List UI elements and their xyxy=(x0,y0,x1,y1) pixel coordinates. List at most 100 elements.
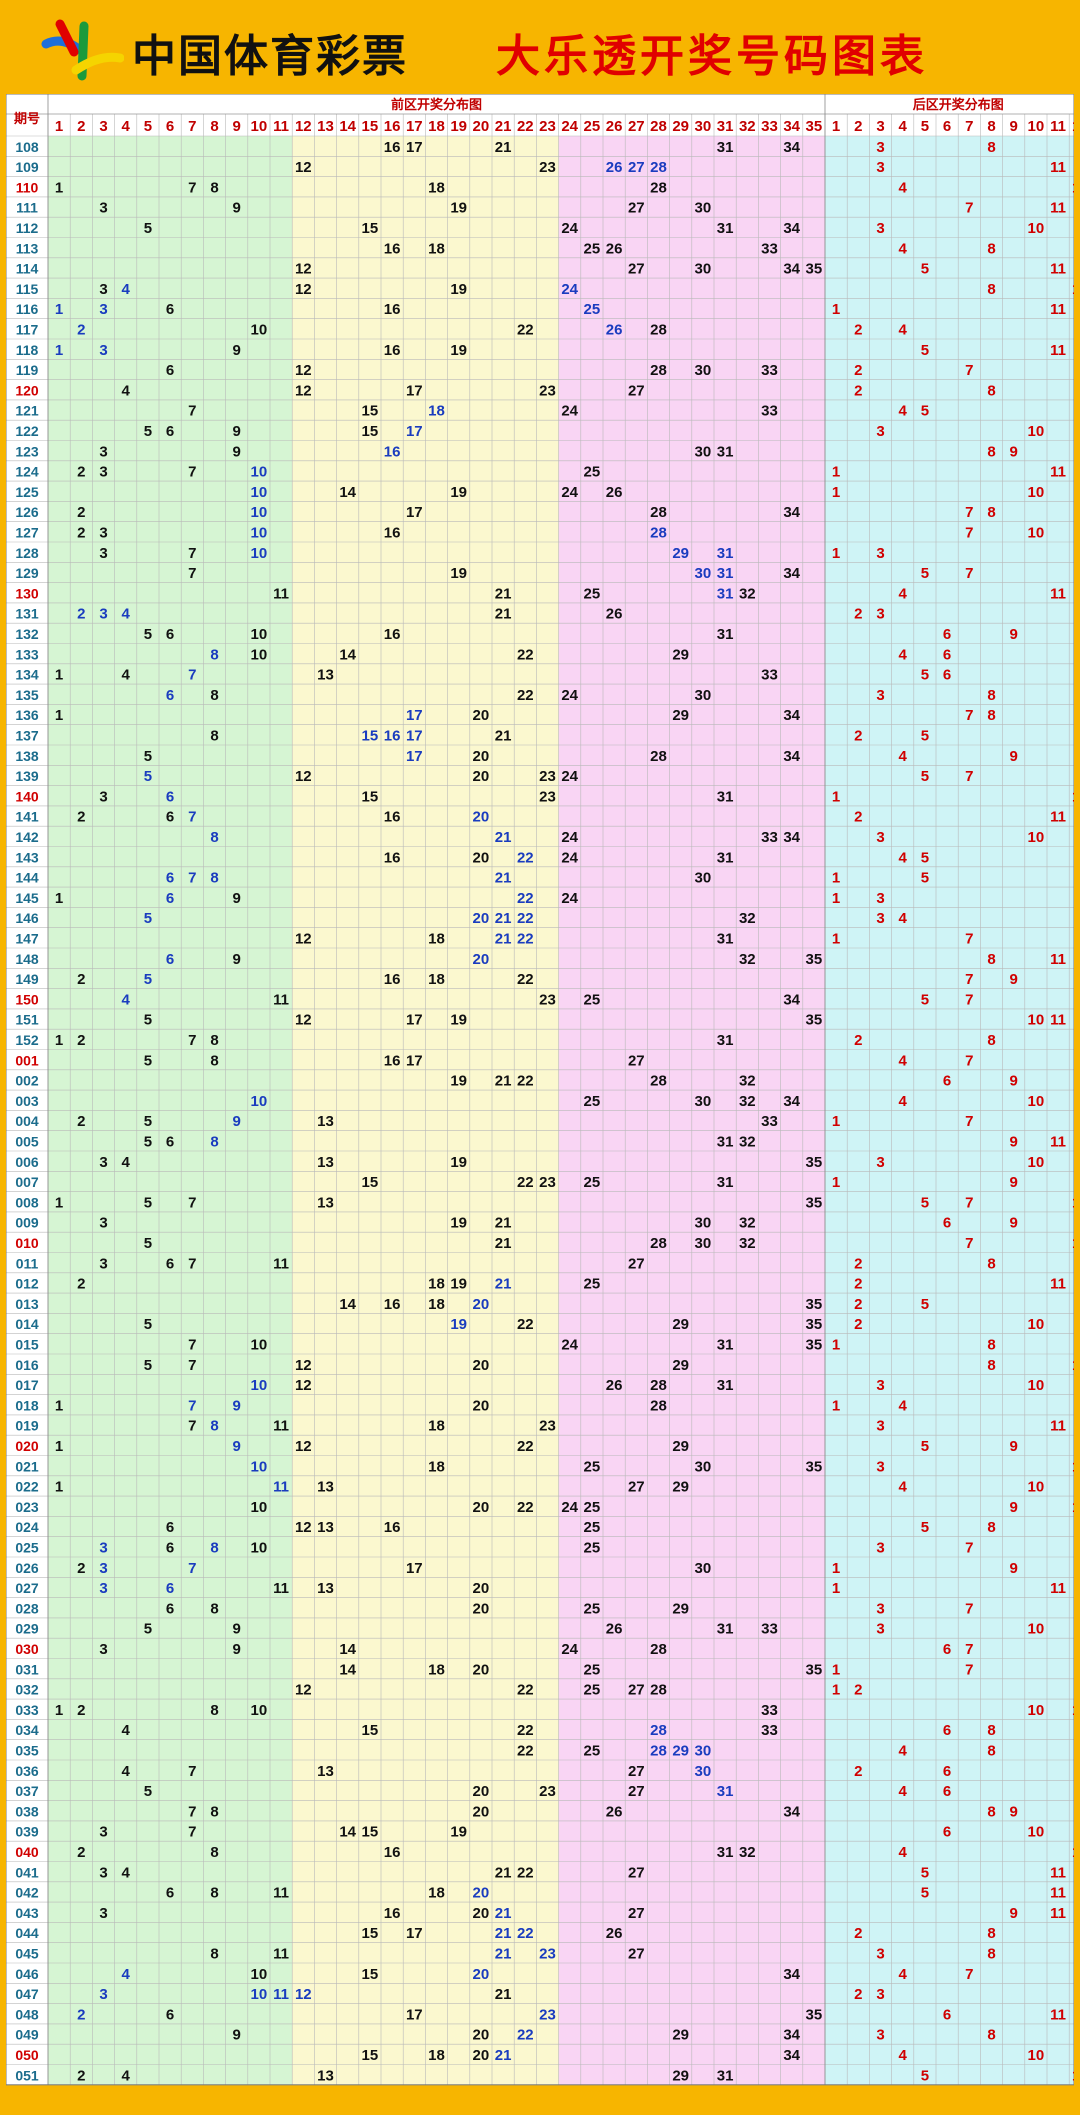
front-draw-number: 28 xyxy=(650,322,667,339)
back-draw-number: 11 xyxy=(1050,1864,1066,1881)
back-draw-number: 7 xyxy=(965,971,973,988)
front-draw-number: 20 xyxy=(473,1803,490,1820)
period-label: 044 xyxy=(15,1925,39,1941)
back-draw-number: 5 xyxy=(921,1438,929,1455)
front-draw-number: 33 xyxy=(761,362,778,379)
front-draw-number: 3 xyxy=(99,1560,107,1577)
front-draw-number: 21 xyxy=(495,585,512,602)
back-draw-number: 10 xyxy=(1028,525,1045,542)
front-draw-number: 31 xyxy=(717,2067,734,2084)
front-draw-number: 9 xyxy=(233,342,241,359)
back-draw-number: 2 xyxy=(854,362,862,379)
front-draw-number: 28 xyxy=(650,159,667,176)
period-label: 012 xyxy=(15,1276,39,1292)
period-label: 009 xyxy=(15,1215,39,1231)
front-draw-number: 35 xyxy=(806,1661,823,1678)
period-label: 029 xyxy=(15,1621,39,1637)
front-draw-number: 7 xyxy=(188,464,196,481)
front-draw-number: 12 xyxy=(295,159,312,176)
front-draw-number: 16 xyxy=(384,1052,401,1069)
front-number-header: 31 xyxy=(717,118,734,135)
front-draw-number: 31 xyxy=(717,931,734,948)
back-draw-number: 9 xyxy=(1010,748,1018,765)
back-draw-number: 12 xyxy=(1072,1194,1074,1211)
back-draw-number: 3 xyxy=(876,1600,884,1617)
front-draw-number: 4 xyxy=(122,382,131,399)
front-draw-number: 7 xyxy=(188,1418,196,1435)
front-draw-number: 21 xyxy=(495,1215,512,1232)
front-draw-number: 2 xyxy=(77,606,85,623)
back-number-header: 3 xyxy=(876,118,884,135)
front-draw-number: 19 xyxy=(450,484,467,501)
front-draw-number: 3 xyxy=(99,1641,107,1658)
back-draw-number: 4 xyxy=(899,179,908,196)
front-draw-number: 21 xyxy=(495,606,512,623)
front-draw-number: 25 xyxy=(584,1661,601,1678)
back-draw-number: 7 xyxy=(965,768,973,785)
back-number-header: 1 xyxy=(832,118,840,135)
front-draw-number: 13 xyxy=(317,1113,334,1130)
front-draw-number: 26 xyxy=(606,322,623,339)
front-number-header: 19 xyxy=(450,118,467,135)
period-label: 025 xyxy=(15,1540,39,1556)
back-draw-number: 7 xyxy=(965,1194,973,1211)
front-draw-number: 20 xyxy=(473,1783,490,1800)
front-draw-number: 6 xyxy=(166,890,174,907)
period-label: 010 xyxy=(15,1235,39,1251)
front-draw-number: 4 xyxy=(122,991,131,1008)
front-draw-number: 31 xyxy=(717,1134,734,1151)
front-draw-number: 2 xyxy=(77,464,85,481)
front-draw-number: 13 xyxy=(317,1519,334,1536)
front-draw-number: 7 xyxy=(188,1560,196,1577)
back-draw-number: 10 xyxy=(1028,829,1045,846)
period-label: 142 xyxy=(15,829,39,845)
front-draw-number: 12 xyxy=(295,1012,312,1029)
front-number-header: 12 xyxy=(295,118,312,135)
front-number-header: 9 xyxy=(233,118,241,135)
back-draw-number: 8 xyxy=(987,139,995,156)
back-draw-number: 11 xyxy=(1050,261,1066,278)
front-draw-number: 18 xyxy=(428,1276,445,1293)
front-draw-number: 10 xyxy=(251,626,268,643)
front-draw-number: 27 xyxy=(628,1946,645,1963)
front-draw-number: 14 xyxy=(339,1641,356,1658)
front-draw-number: 11 xyxy=(273,1580,289,1597)
back-draw-number: 4 xyxy=(899,1093,908,1110)
front-number-header: 4 xyxy=(122,118,131,135)
back-draw-number: 5 xyxy=(921,2067,929,2084)
front-draw-number: 23 xyxy=(539,991,556,1008)
back-draw-number: 6 xyxy=(943,646,951,663)
front-draw-number: 22 xyxy=(517,931,534,948)
front-draw-number: 16 xyxy=(384,342,401,359)
back-draw-number: 11 xyxy=(1050,1580,1066,1597)
front-draw-number: 7 xyxy=(188,809,196,826)
front-draw-number: 6 xyxy=(166,362,174,379)
front-draw-number: 31 xyxy=(717,220,734,237)
front-draw-number: 25 xyxy=(584,1540,601,1557)
back-number-header: 8 xyxy=(987,118,995,135)
header-banner: 中国体育彩票 大乐透开奖号码图表 xyxy=(0,0,1080,94)
front-draw-number: 32 xyxy=(739,1844,756,1861)
front-draw-number: 30 xyxy=(695,1215,712,1232)
back-draw-number: 6 xyxy=(943,667,951,684)
back-draw-number: 7 xyxy=(965,200,973,217)
front-draw-number: 9 xyxy=(233,1397,241,1414)
front-draw-number: 19 xyxy=(450,281,467,298)
front-draw-number: 31 xyxy=(717,626,734,643)
back-draw-number: 7 xyxy=(965,931,973,948)
front-number-header: 2 xyxy=(77,118,85,135)
front-draw-number: 18 xyxy=(428,1458,445,1475)
front-draw-number: 5 xyxy=(144,1621,152,1638)
period-label: 018 xyxy=(15,1397,39,1413)
back-draw-number: 6 xyxy=(943,1763,951,1780)
period-label: 037 xyxy=(15,1783,39,1799)
back-draw-number: 3 xyxy=(876,1154,884,1171)
front-draw-number: 4 xyxy=(122,281,131,298)
front-number-header: 15 xyxy=(362,118,379,135)
back-draw-number: 5 xyxy=(921,991,929,1008)
back-draw-number: 8 xyxy=(987,240,995,257)
front-draw-number: 22 xyxy=(517,1864,534,1881)
front-draw-number: 25 xyxy=(584,1276,601,1293)
front-draw-number: 33 xyxy=(761,667,778,684)
front-draw-number: 7 xyxy=(188,1824,196,1841)
